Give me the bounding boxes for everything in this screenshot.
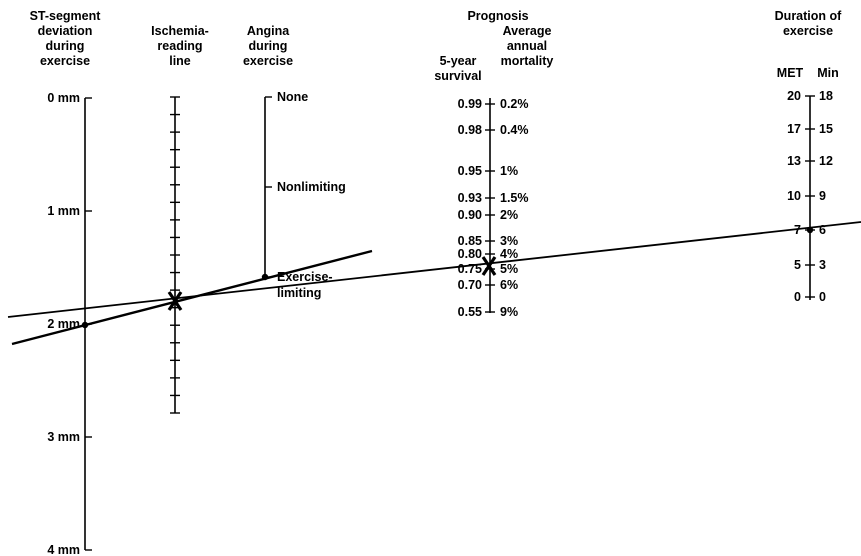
duration-header: Duration of — [775, 9, 842, 23]
mortality-tick-label: 0.4% — [500, 123, 529, 137]
mortality-tick-label: 2% — [500, 208, 518, 222]
survival-tick-label: 0.70 — [458, 278, 482, 292]
met-header: MET — [777, 66, 804, 80]
nomogram-axes — [84, 95, 815, 551]
min-header: Min — [817, 66, 839, 80]
st-deviation-header: during — [46, 39, 85, 53]
mortality-tick-label: 0.2% — [500, 97, 529, 111]
met-tick-label: 17 — [787, 122, 801, 136]
met-tick-label: 13 — [787, 154, 801, 168]
st-deviation-point — [81, 321, 89, 329]
survival-tick-label: 0.95 — [458, 164, 482, 178]
mortality-tick-label: 1% — [500, 164, 518, 178]
ischemia-header: reading — [157, 39, 202, 53]
duration-header: exercise — [783, 24, 833, 38]
min-tick-label: 6 — [819, 223, 826, 237]
prognosis-reading-line — [7, 221, 861, 318]
met-tick-label: 10 — [787, 189, 801, 203]
mortality-tick-label: 6% — [500, 278, 518, 292]
st-tick-label: 4 mm — [47, 543, 80, 556]
survival-tick-label: 0.99 — [458, 97, 482, 111]
mortality-header: mortality — [501, 54, 554, 68]
min-tick-label: 9 — [819, 189, 826, 203]
angina-tick-label: None — [277, 90, 308, 104]
st-tick-label: 0 mm — [47, 91, 80, 105]
st-tick-label: 1 mm — [47, 204, 80, 218]
st-tick-label: 3 mm — [47, 430, 80, 444]
ischemia-x-marker — [167, 291, 183, 311]
survival-tick-label: 0.80 — [458, 247, 482, 261]
angina-point — [261, 273, 269, 281]
ischemia-header: line — [169, 54, 191, 68]
mortality-header: Average — [503, 24, 552, 38]
min-tick-label: 15 — [819, 122, 833, 136]
angina-header: during — [249, 39, 288, 53]
mortality-header: annual — [507, 39, 547, 53]
duration-point — [806, 226, 814, 234]
met-tick-label: 20 — [787, 89, 801, 103]
prognosis-x-marker — [481, 256, 497, 276]
min-tick-label: 3 — [819, 258, 826, 272]
met-tick-label: 0 — [794, 290, 801, 304]
ischemia-construction-line — [11, 249, 373, 346]
survival-header: survival — [434, 69, 481, 83]
ischemia-x-marker-stroke — [167, 291, 183, 311]
prognosis-x-marker-stroke — [481, 256, 497, 276]
st-deviation-header: deviation — [38, 24, 93, 38]
prognosis-header: Prognosis — [467, 9, 528, 23]
reading-lines — [7, 221, 861, 346]
mortality-tick-label: 3% — [500, 234, 518, 248]
met-tick-label: 7 — [794, 223, 801, 237]
met-tick-label: 5 — [794, 258, 801, 272]
angina-tick-label: limiting — [277, 286, 321, 300]
min-tick-label: 18 — [819, 89, 833, 103]
survival-tick-label: 0.55 — [458, 305, 482, 319]
survival-tick-label: 0.93 — [458, 191, 482, 205]
survival-tick-label: 0.85 — [458, 234, 482, 248]
column-headers: ST-segmentdeviationduringexerciseIschemi… — [30, 9, 843, 83]
min-tick-label: 0 — [819, 290, 826, 304]
angina-header: Angina — [247, 24, 290, 38]
angina-tick-label: Exercise- — [277, 270, 333, 284]
mortality-tick-label: 9% — [500, 305, 518, 319]
survival-header: 5-year — [440, 54, 477, 68]
survival-tick-label: 0.90 — [458, 208, 482, 222]
angina-tick-label: Nonlimiting — [277, 180, 346, 194]
mortality-tick-label: 1.5% — [500, 191, 529, 205]
angina-header: exercise — [243, 54, 293, 68]
min-tick-label: 12 — [819, 154, 833, 168]
axis-tick-labels: 0 mm1 mm2 mm3 mm4 mmNoneNonlimitingExerc… — [47, 89, 833, 556]
survival-tick-label: 0.98 — [458, 123, 482, 137]
ischemia-header: Ischemia- — [151, 24, 209, 38]
mortality-tick-label: 4% — [500, 247, 518, 261]
st-deviation-header: ST-segment — [30, 9, 102, 23]
mortality-tick-label: 5% — [500, 262, 518, 276]
st-deviation-header: exercise — [40, 54, 90, 68]
